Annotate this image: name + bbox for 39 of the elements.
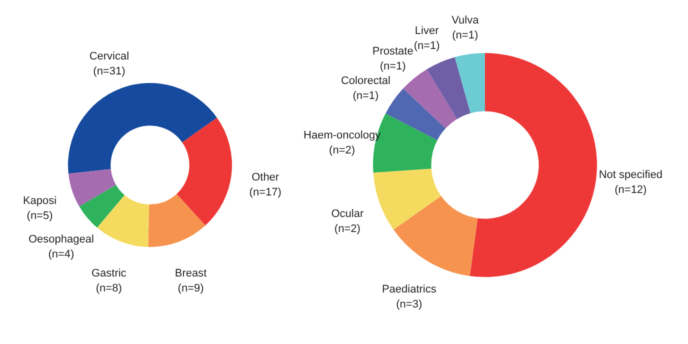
data-label: (n=2) [334, 222, 360, 235]
data-label: (n=12) [614, 184, 647, 196]
data-label: (n=9) [178, 282, 204, 295]
slice-label: Breast [174, 268, 207, 280]
donut-slice [97, 195, 150, 247]
donut-slice [68, 169, 116, 206]
donut-slice [373, 168, 442, 230]
donut-slice [148, 194, 206, 247]
slice-label: Vulva [452, 14, 480, 26]
data-label: (n=5) [26, 210, 53, 222]
data-label: (n=1) [452, 29, 478, 42]
donut-slice [470, 53, 597, 277]
slice-label: Liver [414, 25, 440, 38]
slice-label: Gastric [91, 267, 127, 280]
data-label: (n=4) [48, 248, 74, 261]
slice-label: Oesophageal [28, 234, 94, 246]
data-label: (n=17) [249, 186, 282, 198]
donut-slice [386, 88, 446, 140]
donut-slice [394, 196, 478, 276]
slice-label: Ocular [331, 208, 364, 220]
data-label: (n=31) [93, 65, 126, 78]
slice-label: Cervical [89, 50, 130, 62]
donut-slice [454, 53, 485, 114]
data-label: (n=1) [352, 90, 379, 102]
data-label: (n=1) [414, 40, 440, 52]
donut-slice [79, 184, 125, 228]
donut-slice [176, 118, 232, 226]
slice-label: Paediatrics [382, 284, 437, 296]
slice-label: Kaposi [22, 195, 57, 208]
slice-label: Other [252, 171, 280, 184]
slice-label: Prostate [372, 46, 414, 58]
slice-label: Colorectal [340, 74, 390, 87]
data-label: (n=1) [380, 60, 406, 73]
data-label: (n=8) [96, 282, 122, 294]
slice-label: Not specified [598, 168, 662, 181]
data-label: (n=2) [329, 144, 356, 156]
data-label: (n=3) [396, 298, 422, 311]
donut-slice [68, 83, 218, 174]
donut-slice [426, 57, 470, 120]
